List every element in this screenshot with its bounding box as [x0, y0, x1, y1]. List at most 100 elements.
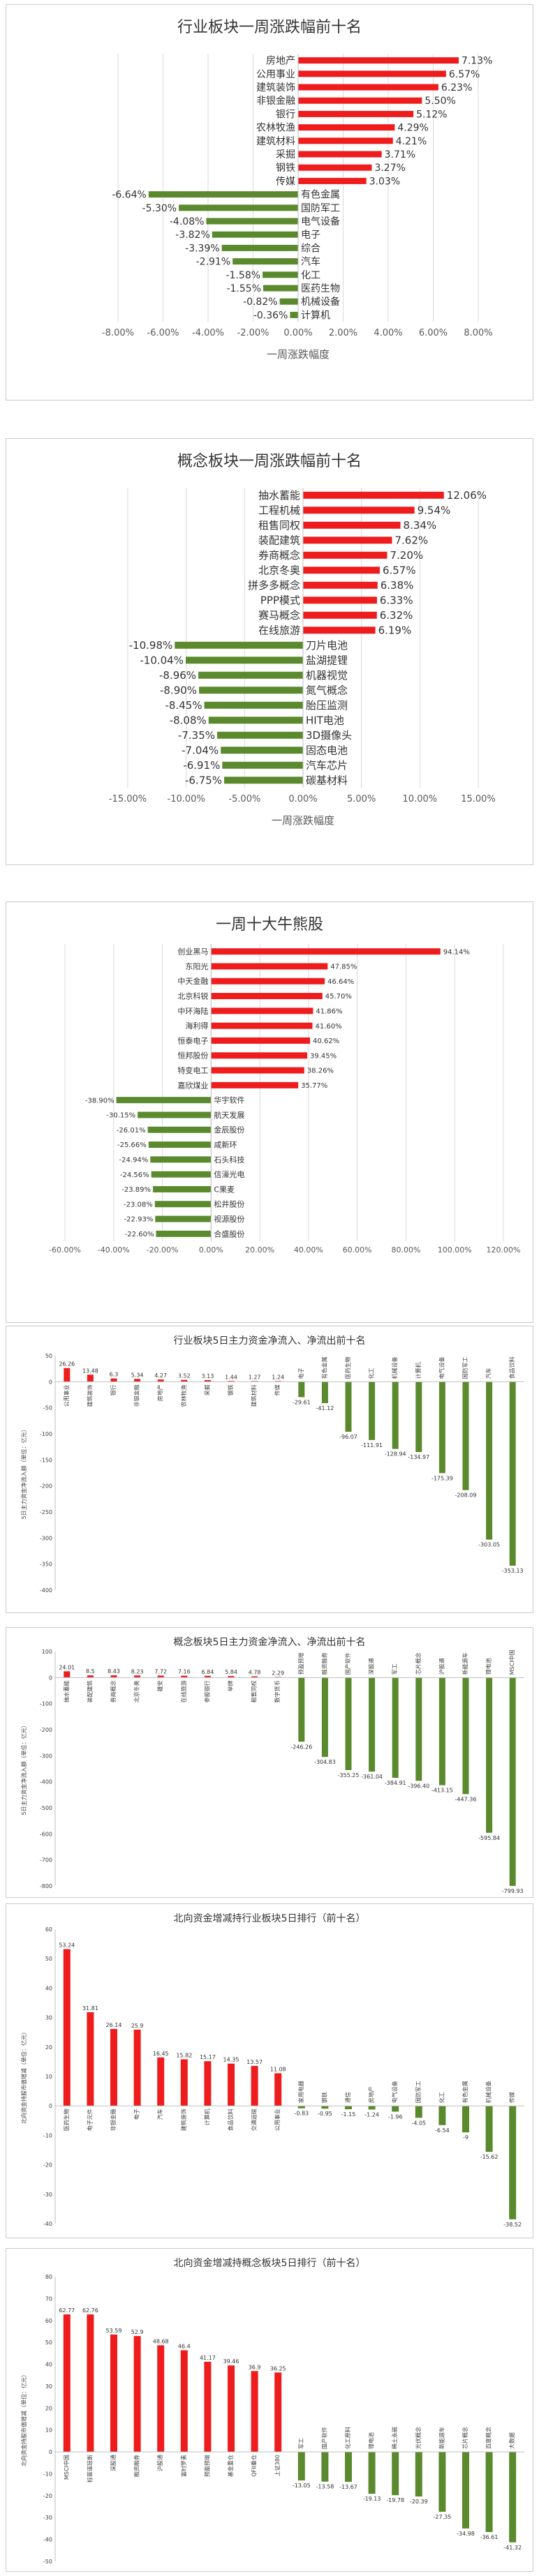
bar [392, 2452, 399, 2496]
category-label: 雄安 [156, 1680, 163, 1691]
data-label: -24.94% [119, 1156, 149, 1164]
data-label: -7.04% [182, 744, 219, 757]
bar [303, 491, 444, 499]
category-label: 传媒 [276, 176, 295, 187]
bar [150, 1156, 212, 1163]
category-label: 汽车 [485, 1368, 492, 1379]
data-label: -24.56% [120, 1171, 149, 1179]
y-tick-label: 10 [45, 2074, 52, 2080]
bar [204, 2061, 212, 2106]
category-label: 3D摄像头 [306, 729, 352, 742]
northbound-concept-chart-svg: 80 70 60 50 40 30 20 10 0 -10 -20 -30 -40 -50 62.77 MSC… [20, 2274, 524, 2565]
bar [204, 1379, 211, 1382]
y-tick-label: 60 [45, 2318, 52, 2324]
data-label: -447.36 [455, 1796, 477, 1802]
bar [297, 2452, 305, 2481]
bar [368, 2106, 376, 2110]
x-tick-label: 0.00% [288, 794, 317, 804]
category-label: 中天金融 [177, 976, 208, 986]
data-label: 5.34 [131, 1372, 144, 1378]
x-tick-label: -10.00% [168, 794, 205, 804]
industry-weekly-chart-svg: -8.00% -6.00% -4.00% -2.00% 0.00% 2.00% 4.00% 6… [102, 54, 493, 361]
y-tick-label: -500 [40, 1805, 52, 1811]
category-label: 医药生物 [301, 283, 340, 294]
y-tick-label: -200 [40, 1483, 52, 1490]
bar [212, 231, 298, 238]
bar [415, 2452, 422, 2497]
data-label: -111.91 [361, 1442, 383, 1448]
data-label: -595.84 [478, 1835, 500, 1841]
bar [303, 627, 376, 634]
y-tick-label: 0 [49, 1379, 52, 1385]
data-label: -1.96 [388, 2113, 403, 2120]
data-label: 2.29 [272, 1670, 284, 1676]
category-label: 综合 [301, 243, 320, 254]
y-tick-label: 80 [45, 2274, 52, 2280]
category-label: 医药生物 [344, 1356, 351, 1379]
bar [509, 2452, 517, 2543]
data-label: 4.29% [397, 123, 428, 134]
category-label: 国防军工 [301, 203, 340, 214]
bar [228, 1676, 235, 1678]
category-label: 银行 [276, 109, 295, 120]
y-axis-label: 5日主力资金净流入额（单位：亿元） [20, 1722, 27, 1815]
concept-fund-flow-chart-svg: 100 0 -100 -200 -300 -400 -500 -600 -700 -800 24.0… [20, 1649, 524, 1894]
data-label: 35.77% [301, 1082, 327, 1090]
bar [298, 124, 395, 131]
category-label: 有色金属 [320, 1356, 327, 1379]
data-label: -303.05 [478, 1542, 500, 1548]
bar [198, 671, 303, 679]
bar [211, 993, 323, 1000]
category-label: 金辰股份 [214, 1125, 244, 1135]
data-label: 41.60% [315, 1023, 341, 1031]
data-label: 1.27 [249, 1374, 261, 1380]
bar [462, 1381, 469, 1490]
category-label: 北京冬奥 [258, 564, 300, 577]
category-label: 军工 [392, 1663, 398, 1675]
data-label: 46.64% [327, 978, 354, 986]
bar [509, 1381, 516, 1566]
data-label: -1.24 [364, 2111, 379, 2118]
y-tick-label: -150 [40, 1457, 52, 1463]
data-label: -413.15 [431, 1788, 453, 1794]
data-label: 6.38% [381, 579, 414, 592]
industry-fund-flow-chart-svg: 50 0 -50 -100 -150 -200 -250 -300 -350 -400 26.26 公… [20, 1353, 524, 1594]
bar [151, 1171, 212, 1178]
chart-title: 一周十大牛熊股 [215, 916, 323, 934]
bar [298, 84, 438, 91]
bar [157, 2057, 165, 2106]
data-label: 36.9 [249, 2364, 261, 2370]
x-tick-label: 20.00% [245, 1245, 274, 1255]
x-tick-label: 6.00% [419, 328, 448, 338]
category-label: HIT电池 [306, 714, 344, 727]
bar [181, 1675, 188, 1678]
category-label: 公用事业 [274, 2109, 281, 2131]
y-tick-label: -20 [43, 2162, 52, 2169]
category-label: 计算机 [301, 310, 330, 321]
bar [303, 507, 415, 514]
bar [274, 2073, 282, 2106]
data-label: -0.95 [318, 2111, 332, 2117]
category-label: 钢铁 [276, 163, 295, 174]
category-label: 深股通 [368, 1658, 375, 1675]
data-label: -25.66% [117, 1141, 147, 1149]
data-label: -128.94 [385, 1451, 406, 1458]
category-label: MSCI中国 [508, 1649, 515, 1675]
data-label: 6.57% [383, 564, 416, 577]
bar [298, 164, 372, 171]
bar [199, 687, 303, 694]
category-label: 建筑装饰 [86, 1384, 93, 1407]
y-tick-label: -350 [40, 1562, 52, 1568]
category-label: 在线旅游 [180, 1680, 187, 1702]
category-label: 工程机械 [258, 504, 300, 517]
x-tick-label: 0.00% [283, 328, 312, 338]
y-tick-label: -300 [40, 1535, 52, 1541]
bar [204, 2361, 212, 2453]
category-label: 刀片电池 [306, 639, 348, 652]
bar [392, 2106, 399, 2112]
data-label: 6.57% [449, 69, 480, 80]
data-label: -8.08% [170, 714, 207, 727]
bar [152, 1185, 212, 1192]
bar [303, 551, 387, 559]
data-label: -7.35% [178, 729, 215, 742]
